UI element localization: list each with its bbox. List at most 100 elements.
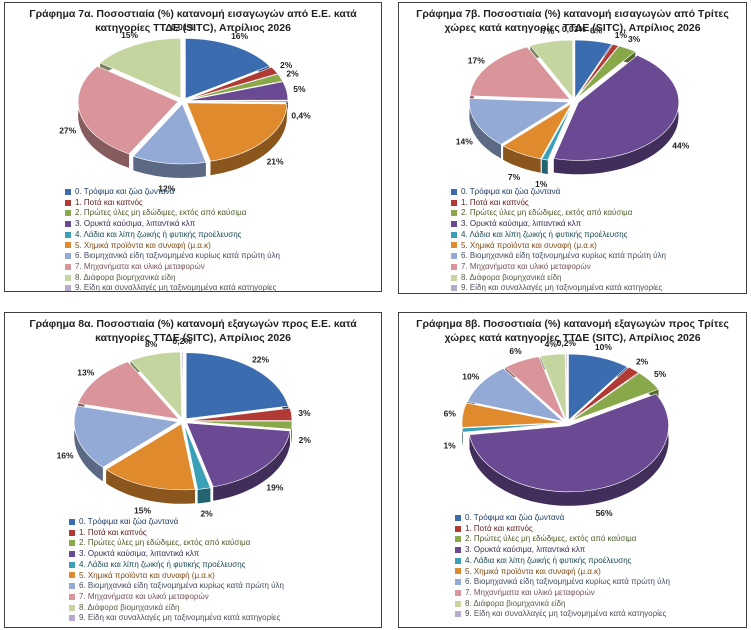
pie-slice-side — [469, 98, 501, 159]
legend-swatch — [65, 285, 71, 292]
slice-label-5: 15% — [134, 506, 151, 516]
pie-slice-side — [541, 159, 548, 175]
legend-item: 0. Τρόφιμα και ζώα ζωντανά — [65, 187, 280, 198]
legend-swatch — [451, 199, 457, 206]
legend-swatch — [451, 285, 457, 292]
pie-slice-side — [213, 431, 290, 501]
slice-label-7: 27% — [59, 126, 76, 136]
pie-slice-3 — [187, 81, 289, 101]
legend-item: 5. Χημικά προϊόντα και συναφή (μ.α.κ) — [65, 241, 280, 252]
chart-panel-7a: Γράφημα 7α. Ποσοστιαία (%) κατανομή εισα… — [4, 2, 382, 292]
slice-label-1: 2% — [636, 356, 649, 366]
legend-label: 1. Ποτά και καπνός — [465, 523, 533, 533]
legend-label: 0. Τρόφιμα και ζώα ζωντανά — [461, 187, 561, 196]
legend-label: 5. Χημικά προϊόντα και συναφή (μ.α.κ) — [79, 570, 215, 580]
legend-swatch — [69, 615, 75, 622]
pie-slice-side — [74, 406, 103, 482]
slice-label-7: 6% — [509, 346, 522, 356]
legend-item: 7. Μηχανήματα και υλικό μεταφορών — [451, 262, 666, 273]
legend-label: 8. Διάφορα βιομηχανικά είδη — [79, 602, 180, 612]
legend-label: 0. Τρόφιμα και ζώα ζωντανά — [465, 513, 565, 522]
legend-item: 0. Τρόφιμα και ζώα ζωντανά — [69, 517, 284, 528]
pie-slice-1 — [187, 407, 293, 422]
legend-label: 6. Βιομηχανικά είδη ταξινομημένα κυρίως … — [79, 581, 284, 591]
slice-label-9: 0,2% — [173, 336, 193, 346]
pie-slice-3 — [553, 54, 680, 161]
chart-title-8a: Γράφημα 8α. Ποσοστιαία (%) κατανομή εξαγ… — [29, 318, 357, 344]
legend-swatch — [451, 231, 457, 238]
legend-swatch — [455, 514, 461, 521]
pie-slice-side — [503, 145, 541, 173]
legend-7a: 0. Τρόφιμα και ζώα ζωντανά 1. Ποτά και κα… — [65, 187, 280, 294]
legend-item: 3. Ορυκτά καύσιμα, λιπαντικά κλπ — [65, 219, 280, 230]
legend-swatch — [69, 593, 75, 600]
legend-label: 6. Βιομηχανικά είδη ταξινομημένα κυρίως … — [75, 251, 280, 261]
pie-slice-8 — [99, 37, 182, 99]
pie-slice-2 — [570, 372, 660, 422]
pie-slice-4 — [541, 103, 573, 161]
legend-item: 6. Βιομηχανικά είδη ταξινομημένα κυρίως … — [69, 581, 284, 592]
legend-item: 5. Χημικά προϊόντα και συναφή (μ.α.κ) — [451, 241, 666, 252]
legend-swatch — [455, 600, 461, 607]
legend-label: 4. Λάδια και λίπη ζωικής ή φυτικής προέλ… — [465, 555, 632, 565]
legend-label: 8. Διάφορα βιομηχανικά είδη — [75, 272, 176, 282]
legend-swatch — [455, 557, 461, 564]
legend-swatch — [69, 540, 75, 547]
pie-slice-8 — [129, 351, 183, 419]
legend-label: 4. Λάδια και λίπη ζωικής ή φυτικής προέλ… — [461, 229, 628, 239]
legend-swatch — [455, 611, 461, 618]
pie-slice-0 — [185, 352, 289, 420]
legend-swatch — [455, 568, 461, 575]
slice-label-2: 5% — [654, 369, 667, 379]
legend-label: 9. Είδη και συναλλαγές μη ταξινομημένα κ… — [465, 609, 667, 619]
slice-label-2: 2% — [299, 435, 312, 445]
pie-slice-6 — [469, 98, 571, 145]
legend-item: 9. Είδη και συναλλαγές μη ταξινομημένα κ… — [455, 609, 670, 620]
slice-label-3: 19% — [266, 483, 283, 493]
legend-item: 3. Ορυκτά καύσιμα, λιπαντικά κλπ — [455, 545, 670, 556]
pie-slice-1 — [575, 43, 620, 99]
legend-swatch — [69, 583, 75, 590]
legend-label: 3. Ορυκτά καύσιμα, λιπαντικά κλπ — [75, 219, 196, 229]
pie-slice-4 — [183, 423, 211, 490]
legend-label: 3. Ορυκτά καύσιμα, λιπαντικά κλπ — [465, 545, 586, 555]
legend-label: 7. Μηχανήματα και υλικό μεταφορών — [465, 587, 595, 597]
pie-slice-side — [133, 156, 206, 178]
legend-swatch — [451, 242, 457, 249]
legend-label: 2. Πρώτες ύλες μη εδώδιμες, εκτός από κα… — [79, 538, 251, 548]
legend-swatch — [451, 274, 457, 281]
legend-item: 4. Λάδια και λίπη ζωικής ή φυτικής προέλ… — [65, 230, 280, 241]
pie-chart-8b: 10% 2% 5% 56% 1% 6% 10% 6% 4% 0,2% — [443, 338, 669, 518]
legend-item: 3. Ορυκτά καύσιμα, λιπαντικά κλπ — [69, 549, 284, 560]
slice-label-4: 1% — [443, 440, 456, 450]
pie-slice-1 — [187, 66, 279, 100]
legend-item: 3. Ορυκτά καύσιμα, λιπαντικά κλπ — [451, 219, 666, 230]
slice-label-9: 0,03% — [562, 24, 587, 34]
legend-item: 8. Διάφορα βιομηχανικά είδη — [455, 599, 670, 610]
legend-swatch — [65, 253, 71, 260]
slice-label-5: 6% — [444, 409, 457, 419]
legend-label: 9. Είδη και συναλλαγές μη ταξινομημένα κ… — [79, 613, 281, 623]
legend-swatch — [65, 188, 71, 195]
legend-swatch — [69, 572, 75, 579]
legend-swatch — [65, 210, 71, 217]
legend-swatch — [455, 579, 461, 586]
legend-label: 7. Μηχανήματα και υλικό μεταφορών — [75, 261, 205, 271]
legend-item: 0. Τρόφιμα και ζώα ζωντανά — [455, 513, 670, 524]
legend-swatch — [69, 551, 75, 557]
slice-label-4: 2% — [200, 509, 213, 519]
legend-swatch — [69, 604, 75, 611]
pie-slice-6 — [467, 367, 564, 422]
legend-item: 8. Διάφορα βιομηχανικά είδη — [69, 603, 284, 614]
legend-item: 1. Ποτά και καπνός — [455, 524, 670, 535]
slice-label-5: 21% — [267, 156, 284, 166]
legend-item: 7. Μηχανήματα και υλικό μεταφορών — [455, 588, 670, 599]
pie-slice-5 — [502, 102, 573, 160]
legend-swatch — [455, 547, 461, 553]
legend-item: 4. Λάδια και λίπη ζωικής ή φυτικής προέλ… — [455, 556, 670, 567]
pie-slice-2 — [576, 45, 636, 99]
legend-label: 2. Πρώτες ύλες μη εδώδιμες, εκτός από κα… — [465, 534, 637, 544]
legend-swatch — [455, 525, 461, 532]
legend-swatch — [65, 242, 71, 249]
legend-item: 6. Βιομηχανικά είδη ταξινομημένα κυρίως … — [455, 577, 670, 588]
